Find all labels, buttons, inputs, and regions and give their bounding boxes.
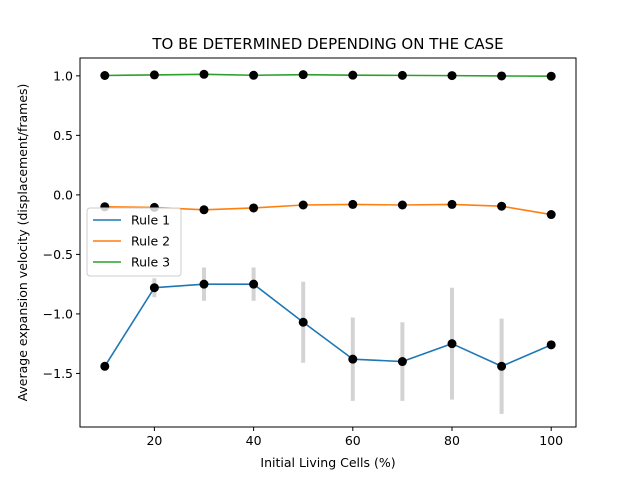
- plot-frame: [79, 57, 577, 428]
- data-point-rule-2: [199, 205, 209, 215]
- y-tick-label: −1.5: [43, 366, 73, 381]
- data-point-rule-2: [249, 203, 259, 213]
- y-axis-title: Average expansion velocity (displacement…: [15, 84, 30, 402]
- data-point-rule-3: [546, 71, 556, 81]
- x-tick-label: 20: [146, 433, 162, 448]
- data-point-rule-3: [447, 71, 457, 81]
- legend: Rule 1 Rule 2 Rule 3: [86, 207, 182, 277]
- data-point-rule-3: [149, 70, 159, 80]
- data-point-rule-1: [397, 357, 407, 367]
- data-point-rule-3: [397, 70, 407, 80]
- legend-label-rule-3: Rule 3: [131, 255, 170, 270]
- data-point-rule-2: [298, 200, 308, 210]
- legend-box: [86, 207, 182, 277]
- data-point-rule-1: [447, 339, 457, 349]
- data-point-rule-3: [100, 70, 110, 80]
- data-point-rule-1: [199, 279, 209, 289]
- series-line-rule-3: [104, 73, 552, 78]
- x-tick-label: 60: [345, 433, 361, 448]
- chart-title: TO BE DETERMINED DEPENDING ON THE CASE: [151, 35, 503, 53]
- x-tick-label: 80: [444, 433, 460, 448]
- y-tick-label: 0.0: [53, 187, 73, 202]
- data-point-rule-2: [497, 201, 507, 211]
- data-point-rule-1: [546, 340, 556, 350]
- data-point-rule-2: [546, 210, 556, 220]
- y-tick-label: −1.0: [43, 306, 73, 321]
- legend-label-rule-1: Rule 1: [131, 213, 170, 228]
- data-point-rule-3: [298, 70, 308, 80]
- data-point-rule-1: [100, 361, 110, 371]
- x-tick-label: 40: [246, 433, 262, 448]
- series-line-rule-1: [104, 283, 552, 368]
- x-axis-title: Initial Living Cells (%): [260, 455, 395, 470]
- x-axis: 20 40 60 80 100: [146, 427, 563, 448]
- markers-layer: [100, 69, 556, 371]
- data-point-rule-2: [447, 199, 457, 209]
- data-point-rule-3: [348, 70, 358, 80]
- data-point-rule-1: [497, 361, 507, 371]
- data-point-rule-1: [348, 354, 358, 364]
- y-tick-label: 0.5: [53, 128, 73, 143]
- x-tick-label: 100: [539, 433, 563, 448]
- y-tick-label: −0.5: [43, 247, 73, 262]
- data-point-rule-2: [397, 200, 407, 210]
- y-tick-label: 1.0: [53, 68, 73, 83]
- data-point-rule-3: [497, 71, 507, 81]
- y-axis: 1.0 0.5 0.0 −0.5 −1.0 −1.5: [43, 68, 80, 381]
- data-point-rule-1: [249, 279, 259, 289]
- data-point-rule-3: [199, 69, 209, 79]
- data-point-rule-3: [249, 70, 259, 80]
- data-point-rule-2: [348, 199, 358, 209]
- data-point-rule-1: [298, 317, 308, 327]
- data-point-rule-1: [149, 283, 159, 293]
- legend-label-rule-2: Rule 2: [131, 234, 170, 249]
